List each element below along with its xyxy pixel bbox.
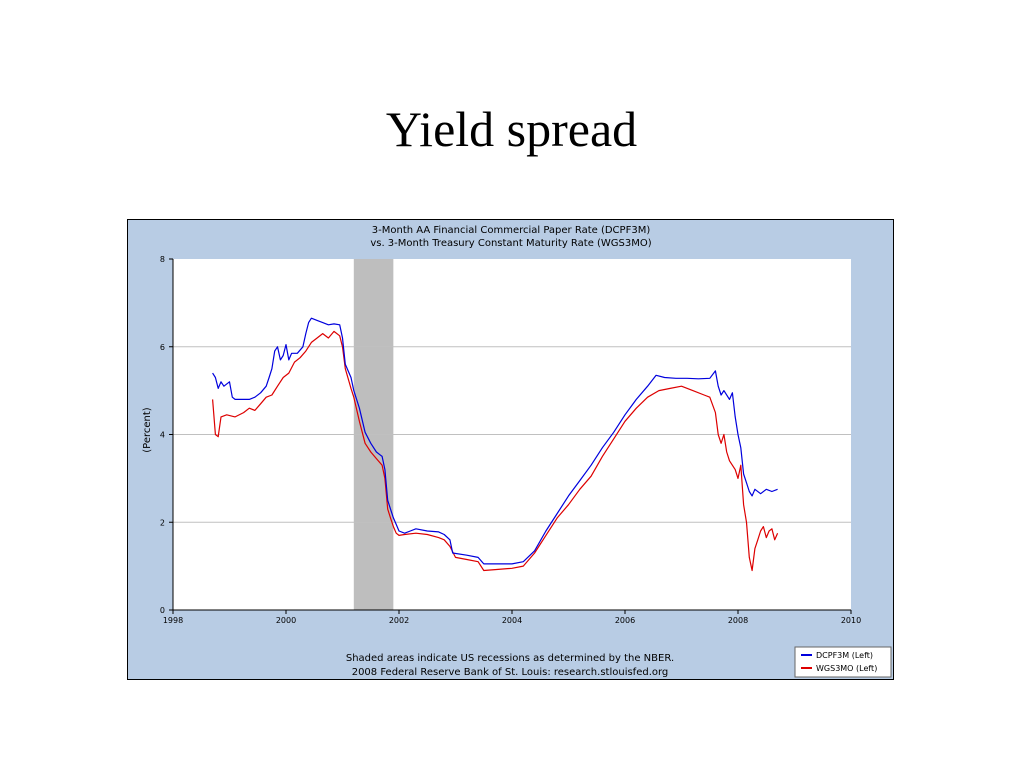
- series-lines: [212, 317, 779, 572]
- x-tick-label-2006: 2006: [615, 616, 635, 625]
- y-tick-label-8: 8: [160, 255, 165, 264]
- x-tick-label-2010: 2010: [841, 616, 861, 625]
- y-axis-label: (Percent): [142, 407, 153, 453]
- line-chart: 3-Month AA Financial Commercial Paper Ra…: [142, 225, 892, 678]
- chart-title: 3-Month AA Financial Commercial Paper Ra…: [372, 225, 651, 236]
- x-tick-label-2004: 2004: [502, 616, 522, 625]
- legend: DCPF3M (Left) WGS3MO (Left): [794, 646, 892, 678]
- legend-label-dcpf3m: DCPF3M (Left): [816, 651, 873, 660]
- footnote-source: 2008 Federal Reserve Bank of St. Louis: …: [352, 667, 669, 678]
- x-tick-labels: 1998 2000 2002 2004 2006 2008 2010: [163, 610, 861, 625]
- legend-box: [794, 646, 892, 678]
- x-tick-label-2002: 2002: [389, 616, 409, 625]
- y-tick-label-4: 4: [160, 431, 165, 440]
- y-tick-label-0: 0: [160, 606, 165, 615]
- y-tick-label-2: 2: [160, 518, 165, 527]
- x-tick-label-1998: 1998: [163, 616, 183, 625]
- x-tick-label-2008: 2008: [728, 616, 748, 625]
- slide-title: Yield spread: [385, 101, 638, 157]
- y-tick-label-6: 6: [160, 343, 165, 352]
- footnote-recessions: Shaded areas indicate US recessions as d…: [346, 653, 674, 664]
- series-line-wgs3mo: [212, 330, 779, 572]
- legend-label-wgs3mo: WGS3MO (Left): [816, 664, 877, 673]
- chart-subtitle: vs. 3-Month Treasury Constant Maturity R…: [370, 238, 651, 249]
- series-line-dcpf3m: [212, 317, 778, 565]
- chart-panel: 3-Month AA Financial Commercial Paper Ra…: [127, 219, 894, 680]
- x-tick-label-2000: 2000: [276, 616, 296, 625]
- y-tick-labels: 0 2 4 6 8: [160, 255, 173, 615]
